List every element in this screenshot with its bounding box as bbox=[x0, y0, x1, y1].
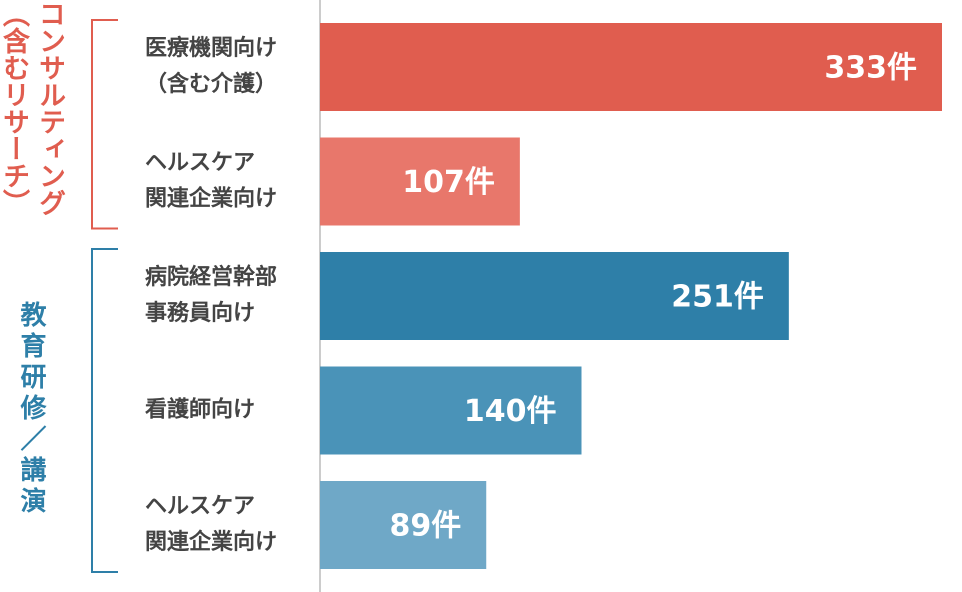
category-label: 事務員向け bbox=[145, 300, 255, 326]
value-label: 107件 bbox=[402, 165, 495, 200]
category-label: 関連企業向け bbox=[145, 529, 277, 555]
bar bbox=[320, 23, 942, 111]
group-label: 教育研修／講演 bbox=[16, 300, 46, 518]
group-bracket bbox=[91, 248, 118, 573]
category-label: 医療機関向け bbox=[145, 35, 277, 61]
value-label: 251件 bbox=[671, 280, 764, 315]
bar bbox=[320, 137, 520, 226]
group-bracket bbox=[91, 19, 118, 230]
category-label: ヘルスケア bbox=[145, 151, 255, 176]
bar bbox=[320, 366, 582, 455]
value-label: 333件 bbox=[824, 51, 917, 86]
group-label: コンサルティング bbox=[34, 0, 65, 216]
category-label: 看護師向け bbox=[145, 397, 255, 423]
value-label: 140件 bbox=[464, 394, 557, 429]
category-label: （含む介護） bbox=[145, 71, 277, 97]
category-label: ヘルスケア bbox=[145, 494, 255, 519]
group-label: （含むリサーチ） bbox=[0, 0, 29, 216]
bar bbox=[320, 252, 789, 340]
category-label: 関連企業向け bbox=[145, 186, 277, 212]
bar bbox=[320, 481, 487, 569]
value-label: 89件 bbox=[389, 509, 461, 544]
category-label: 病院経営幹部 bbox=[145, 264, 277, 290]
